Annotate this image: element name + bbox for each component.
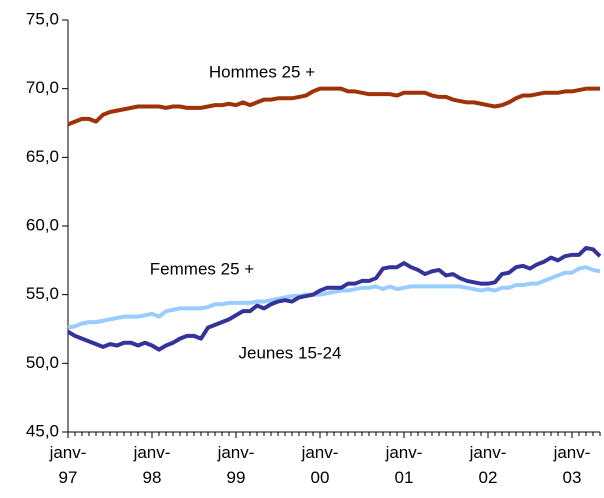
x-tick-label: janv- 98 xyxy=(133,443,171,487)
y-tick-label: 70,0 xyxy=(26,78,59,97)
y-tick-label: 45,0 xyxy=(26,421,59,440)
x-tick-label: janv- 97 xyxy=(49,443,87,487)
y-tick-label: 50,0 xyxy=(26,353,59,372)
y-tick-label: 75,0 xyxy=(26,9,59,28)
x-tick-label: janv- 02 xyxy=(469,443,507,487)
x-tick-label: janv- 99 xyxy=(217,443,255,487)
x-tick-label: janv- 01 xyxy=(385,443,423,487)
y-tick-label: 65,0 xyxy=(26,147,59,166)
y-tick-label: 60,0 xyxy=(26,215,59,234)
annotation: Jeunes 15-24 xyxy=(238,343,341,362)
annotation: Femmes 25 + xyxy=(150,259,254,278)
line-series xyxy=(66,245,602,352)
x-tick-label: janv- 00 xyxy=(301,443,339,487)
y-tick-label: 55,0 xyxy=(26,284,59,303)
annotation: Hommes 25 + xyxy=(209,62,315,81)
line-series xyxy=(67,265,601,330)
x-tick-label: janv- 03 xyxy=(553,443,591,487)
line-series xyxy=(67,86,600,127)
